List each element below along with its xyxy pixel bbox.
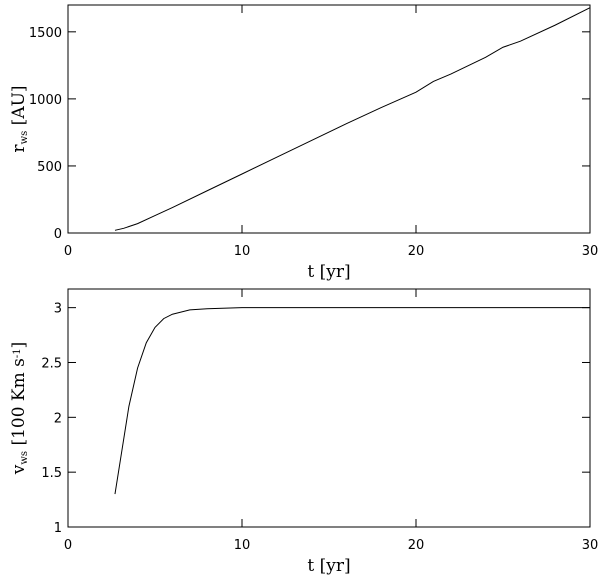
y-axis-label-part: [100 Km s [9, 358, 29, 451]
y-tick-label: 2 [54, 411, 62, 426]
y-tick-label: 1000 [29, 93, 62, 108]
y-tick-label: 1.5 [41, 466, 62, 481]
y-axis-label-part: ] [9, 342, 29, 349]
x-tick-label: 0 [64, 244, 72, 259]
y-axis-label-part: v [9, 464, 29, 475]
y-axis-label-part: ws [19, 131, 30, 145]
x-tick-label: 20 [408, 244, 425, 259]
y-tick-label: 0 [54, 227, 62, 242]
x-tick-label: 20 [408, 538, 425, 553]
plot-frame [67, 4, 591, 234]
x-tick-label: 10 [234, 244, 251, 259]
x-tick-label: 30 [582, 538, 599, 553]
y-axis-label-part: ws [19, 451, 30, 465]
x-axis-label: t [yr] [307, 556, 350, 576]
x-axis-label: t [yr] [307, 262, 350, 282]
chart-panel: 0 10 20 30 1 1.5 2 2.5 3 t [yr] vws [100 Km s-1] [9, 288, 599, 576]
y-axis-label-part: [AU] [9, 85, 29, 130]
x-tick-label: 30 [582, 244, 599, 259]
data-line [114, 307, 590, 495]
y-axis-label-part: r [9, 144, 29, 153]
y-axis-label: rws [AU] [9, 85, 30, 152]
chart-panel: 0 10 20 30 0 500 1000 1500 t [yr] rws [AU] [9, 4, 599, 282]
y-tick-label: 1500 [29, 26, 62, 41]
y-tick-label: 2.5 [41, 356, 62, 371]
y-tick-label: 1 [54, 521, 62, 536]
data-line [114, 7, 591, 231]
y-tick-label: 500 [37, 160, 62, 175]
y-tick-label: 3 [54, 302, 62, 317]
y-axis-label-part: -1 [12, 348, 23, 358]
x-tick-label: 0 [64, 538, 72, 553]
plot-frame [67, 288, 591, 528]
x-tick-label: 10 [234, 538, 251, 553]
y-axis-label: vws [100 Km s-1] [9, 342, 30, 476]
